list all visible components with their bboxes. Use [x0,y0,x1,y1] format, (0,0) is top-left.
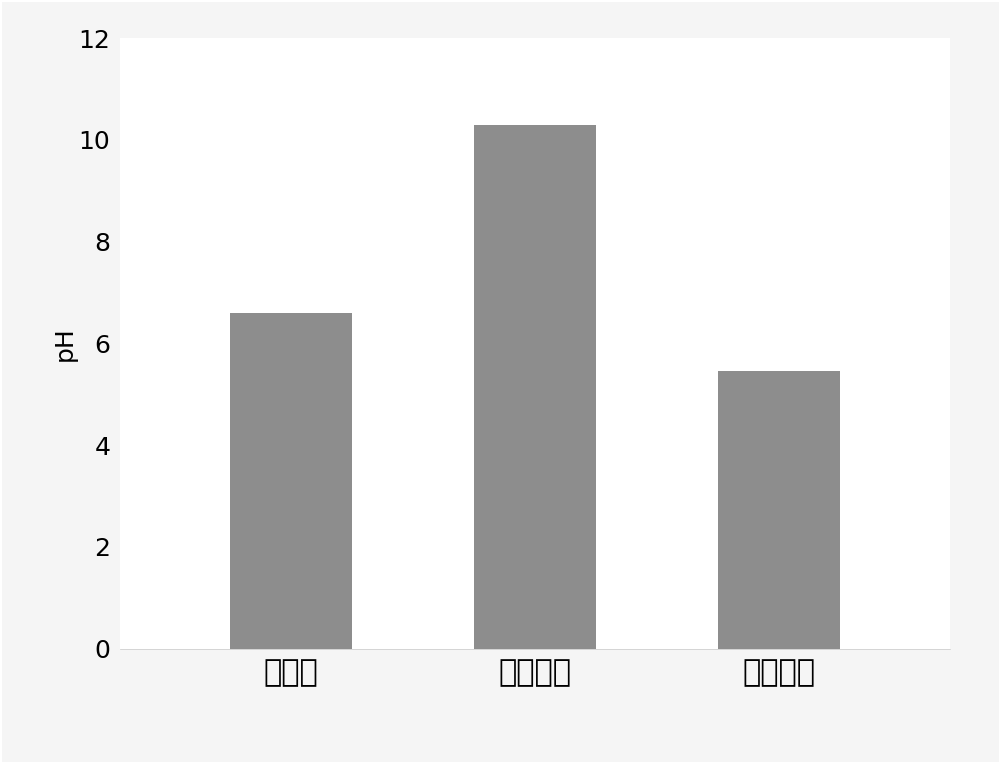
Bar [230,313,352,649]
Bar [718,372,840,649]
Y-axis label: pH: pH [53,326,77,361]
Bar [474,124,596,649]
